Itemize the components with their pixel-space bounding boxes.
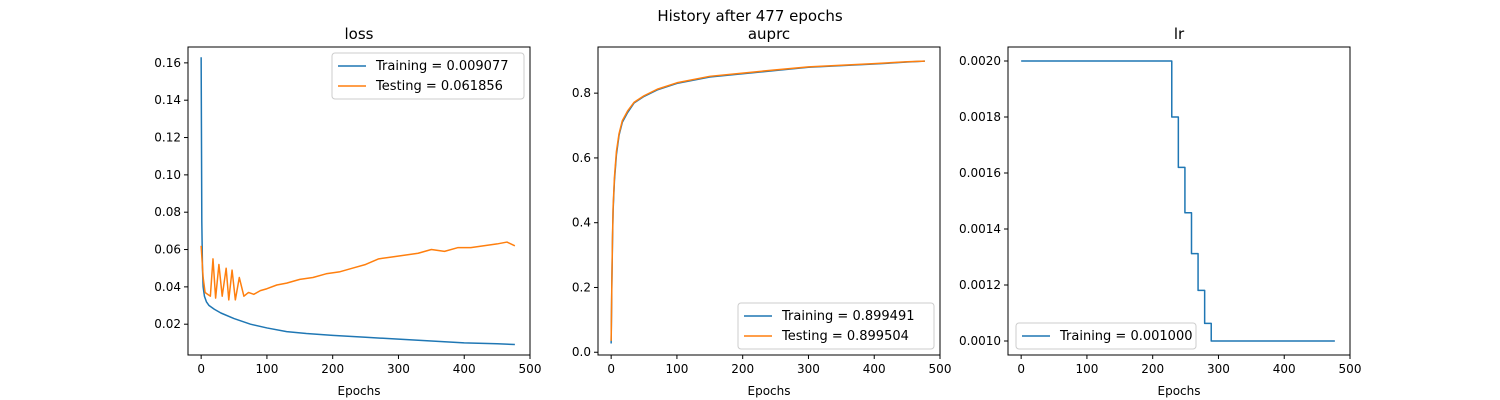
- subplot-title: loss: [345, 25, 374, 43]
- x-tick-label: 500: [1339, 362, 1362, 376]
- x-tick-label: 300: [797, 362, 820, 376]
- x-tick-label: 0: [1017, 362, 1025, 376]
- x-tick-label: 500: [929, 362, 952, 376]
- y-tick-label: 0.2: [572, 280, 591, 294]
- legend: Training = 0.001000: [1015, 322, 1197, 350]
- x-tick-label: 0: [607, 362, 615, 376]
- x-tick-label: 100: [1075, 362, 1098, 376]
- y-tick-label: 0.0: [572, 345, 591, 359]
- x-tick-label: 300: [1207, 362, 1230, 376]
- x-tick-label: 0: [197, 362, 205, 376]
- series-line-training: [1021, 60, 1335, 342]
- legend-label: Training = 0.009077: [375, 59, 508, 74]
- x-axis-label: Epochs: [338, 384, 381, 398]
- y-tick-label: 0.0020: [959, 54, 1001, 68]
- x-tick-label: 400: [1273, 362, 1296, 376]
- y-tick-label: 0.4: [572, 216, 591, 230]
- y-tick-label: 0.16: [154, 56, 181, 70]
- x-axis-label: Epochs: [1158, 384, 1201, 398]
- y-tick-label: 0.10: [154, 168, 181, 182]
- y-tick-label: 0.0018: [959, 110, 1001, 124]
- legend-label: Training = 0.001000: [1059, 329, 1192, 344]
- x-tick-label: 400: [453, 362, 476, 376]
- y-tick-label: 0.02: [154, 317, 181, 331]
- y-tick-label: 0.0012: [959, 278, 1001, 292]
- y-tick-label: 0.12: [154, 131, 181, 145]
- y-tick-label: 0.0010: [959, 334, 1001, 348]
- x-tick-label: 500: [519, 362, 542, 376]
- x-tick-label: 200: [731, 362, 754, 376]
- subplot-loss: loss 0 100 200 300 400 500 0.02 0.04 0.06 0.08 0.10…: [154, 25, 541, 398]
- y-tick-label: 0.6: [572, 151, 591, 165]
- series-line-training: [200, 57, 515, 346]
- legend-label: Testing = 0.899504: [781, 329, 909, 344]
- x-axis-label: Epochs: [748, 384, 791, 398]
- subplot-lr: lr 0 100 200 300 400 500 0.0010 0.0012 0.0014 0.00…: [959, 25, 1361, 398]
- axes-frame: [597, 46, 941, 356]
- y-tick-label: 0.06: [154, 243, 181, 257]
- legend-box: [331, 52, 525, 100]
- y-tick-label: 0.08: [154, 205, 181, 219]
- y-tick-label: 0.0016: [959, 166, 1001, 180]
- legend: Training = 0.899491 Testing = 0.899504: [737, 302, 935, 350]
- x-tick-label: 400: [863, 362, 886, 376]
- legend: Training = 0.009077 Testing = 0.061856: [331, 52, 525, 100]
- subplot-auprc: auprc 0 100 200 300 400 500 0.0 0.2 0.4 0.6 0.8 Epoc…: [572, 25, 952, 398]
- x-tick-label: 300: [387, 362, 410, 376]
- axes-frame: [1007, 46, 1351, 356]
- x-tick-label: 200: [1141, 362, 1164, 376]
- subplot-title: auprc: [748, 25, 790, 43]
- series-line-testing: [200, 241, 516, 301]
- y-tick-label: 0.8: [572, 86, 591, 100]
- legend-box: [737, 302, 935, 350]
- legend-label: Training = 0.899491: [781, 309, 914, 324]
- x-tick-label: 200: [321, 362, 344, 376]
- series-line-testing: [610, 60, 925, 341]
- axes-frame: [187, 46, 531, 356]
- subplots: loss 0 100 200 300 400 500 0.02 0.04 0.06 0.08 0.10…: [154, 25, 1361, 398]
- y-tick-label: 0.04: [154, 280, 181, 294]
- y-tick-label: 0.0014: [959, 222, 1001, 236]
- legend-box: [1015, 322, 1197, 350]
- x-tick-label: 100: [255, 362, 278, 376]
- subplot-title: lr: [1174, 25, 1185, 43]
- x-tick-label: 100: [665, 362, 688, 376]
- legend-label: Testing = 0.061856: [375, 79, 503, 94]
- y-tick-label: 0.14: [154, 93, 181, 107]
- figure-suptitle: History after 477 epochs: [657, 7, 842, 25]
